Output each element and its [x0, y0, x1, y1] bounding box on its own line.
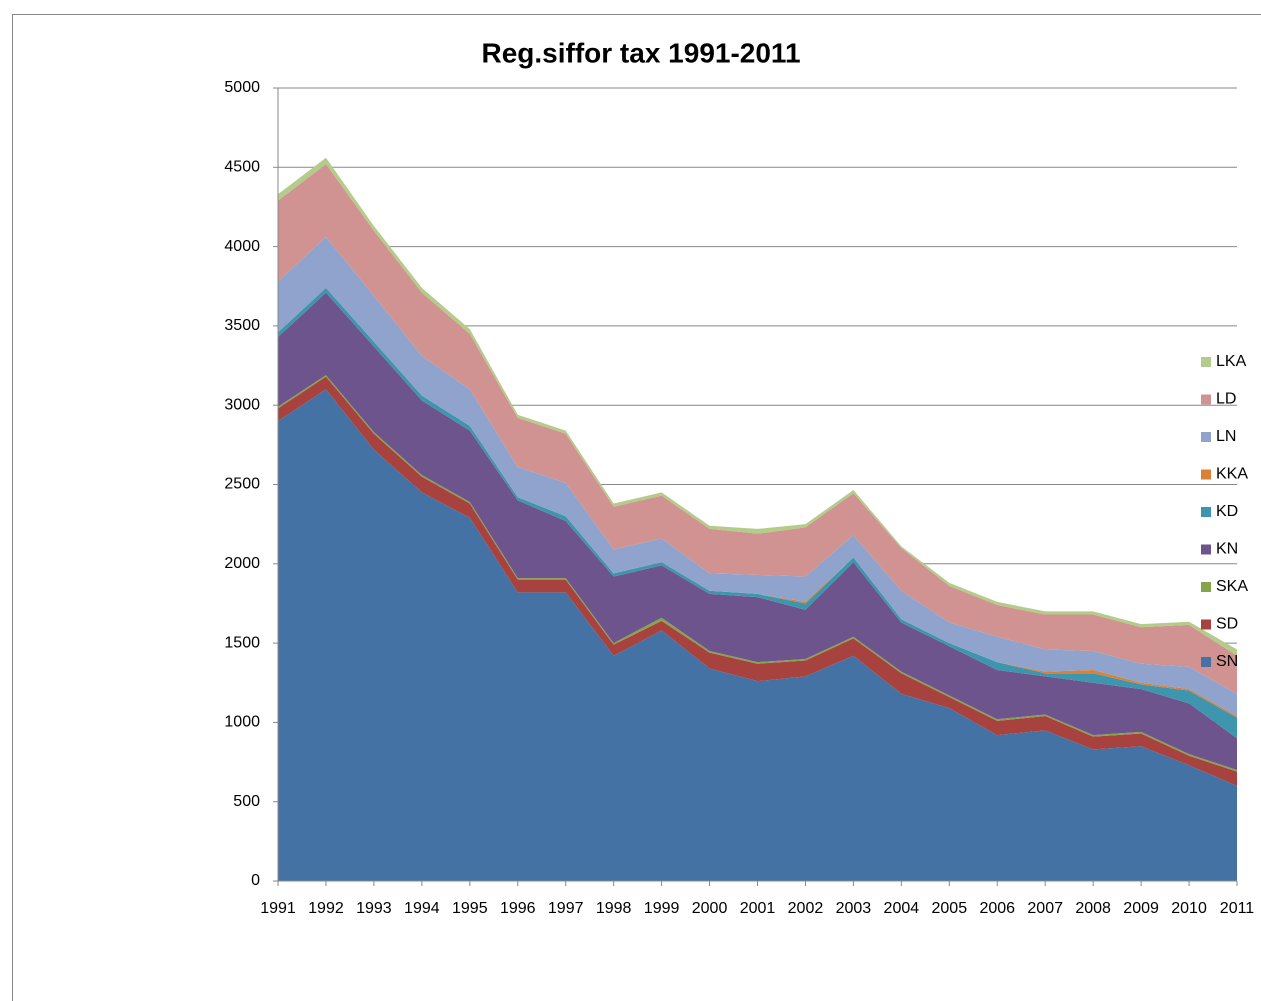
y-tick-label: 3000 — [224, 396, 260, 413]
x-tick-label: 1997 — [548, 900, 584, 917]
x-tick-label: 1995 — [452, 900, 488, 917]
legend-swatch — [1201, 619, 1211, 630]
y-tick-label: 500 — [233, 793, 260, 810]
legend-swatch — [1201, 432, 1211, 442]
x-tick-label: 1991 — [260, 900, 296, 917]
legend-label: LN — [1216, 428, 1236, 445]
legend-label: KN — [1216, 541, 1238, 558]
x-tick-label: 1999 — [644, 900, 680, 917]
legend-label: SN — [1216, 653, 1238, 670]
legend-swatch — [1201, 507, 1211, 517]
x-tick-label: 1996 — [500, 900, 536, 917]
x-tick-label: 2008 — [1075, 900, 1111, 917]
legend-swatch — [1201, 469, 1211, 480]
x-tick-label: 2006 — [979, 900, 1015, 917]
legend-swatch — [1201, 582, 1211, 592]
x-tick-label: 2005 — [932, 900, 968, 917]
x-tick-label: 1992 — [308, 900, 344, 917]
area — [278, 292, 1237, 770]
y-tick-label: 1500 — [224, 634, 260, 651]
area — [278, 237, 1237, 717]
x-tick-label: 2007 — [1027, 900, 1063, 917]
y-tick-label: 4500 — [224, 159, 260, 176]
x-tick-label: 2010 — [1171, 900, 1207, 917]
legend-label: LKA — [1216, 353, 1247, 370]
x-tick-label: 1994 — [404, 900, 440, 917]
chart-title: Reg.siffor tax 1991-2011 — [481, 37, 800, 68]
legend-swatch — [1201, 394, 1211, 405]
area — [278, 376, 1237, 786]
x-tick-label: 1993 — [356, 900, 392, 917]
x-tick-label: 1998 — [596, 900, 632, 917]
legend-swatch — [1201, 657, 1211, 667]
legend-label: LD — [1216, 391, 1236, 408]
legend-label: SKA — [1216, 578, 1248, 595]
y-tick-label: 1000 — [224, 714, 260, 731]
y-tick-label: 2000 — [224, 555, 260, 572]
x-tick-label: 2009 — [1123, 900, 1159, 917]
y-tick-label: 5000 — [224, 79, 260, 96]
legend-swatch — [1201, 357, 1211, 367]
area — [278, 389, 1237, 881]
x-tick-label: 2002 — [788, 900, 824, 917]
x-tick-label: 2000 — [692, 900, 728, 917]
legend-label: KD — [1216, 503, 1238, 520]
x-tick-label: 2011 — [1220, 900, 1255, 917]
legend-swatch — [1201, 544, 1211, 555]
legend-label: SD — [1216, 616, 1238, 633]
x-tick-label: 2001 — [740, 900, 776, 917]
y-tick-label: 3500 — [224, 317, 260, 334]
y-tick-label: 0 — [251, 872, 260, 889]
area — [278, 164, 1237, 694]
y-tick-label: 4000 — [224, 238, 260, 255]
legend-label: KKA — [1216, 466, 1248, 483]
x-tick-label: 2004 — [884, 900, 920, 917]
y-tick-label: 2500 — [224, 476, 260, 493]
x-tick-label: 2003 — [836, 900, 872, 917]
